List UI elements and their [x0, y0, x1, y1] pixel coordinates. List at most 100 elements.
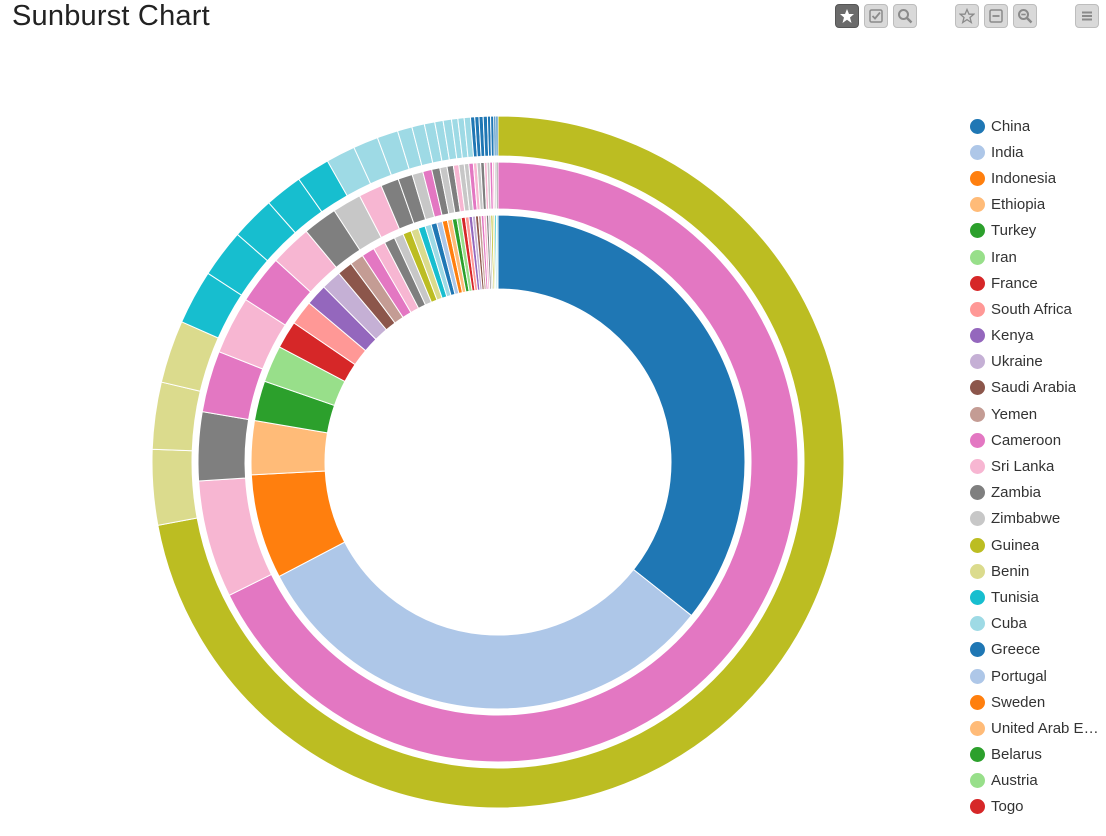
sunburst-segment[interactable]: Zambia: [197, 411, 250, 482]
legend-marker: [970, 485, 985, 501]
sunburst-segment[interactable]: Other: [495, 214, 499, 290]
sunburst-segment[interactable]: Benin: [151, 448, 198, 526]
zoom-out-button[interactable]: [1013, 4, 1037, 28]
legend-marker: [970, 170, 985, 186]
legend-label: Cuba: [991, 615, 1027, 633]
legend-item[interactable]: Togo: [970, 794, 1106, 820]
legend-marker: [970, 223, 985, 239]
legend-marker: [970, 197, 985, 213]
star-outline-icon: [959, 8, 975, 24]
legend: China India Indonesia Ethiopia Turkey Iran Fra…: [970, 113, 1106, 820]
legend-item[interactable]: Saudi Arabia: [970, 375, 1106, 401]
legend-item[interactable]: Greece: [970, 637, 1106, 663]
legend-item[interactable]: Zimbabwe: [970, 506, 1106, 532]
legend-item[interactable]: Turkey: [970, 218, 1106, 244]
sunburst-segment[interactable]: India: [278, 541, 693, 710]
legend-item[interactable]: Belarus: [970, 742, 1106, 768]
legend-marker: [970, 511, 985, 527]
legend-item[interactable]: Portugal: [970, 663, 1106, 689]
legend-label: Austria: [991, 772, 1038, 790]
legend-item[interactable]: Ethiopia: [970, 192, 1106, 218]
legend-marker: [970, 380, 985, 396]
legend-label: India: [991, 143, 1024, 161]
legend-marker: [970, 301, 985, 317]
legend-item[interactable]: Cuba: [970, 611, 1106, 637]
sunburst-segment[interactable]: Zambia: [495, 161, 499, 210]
legend-item[interactable]: Zambia: [970, 480, 1106, 506]
legend-label: Sweden: [991, 693, 1046, 711]
toolbar-group-select: [835, 4, 917, 30]
collapse-button[interactable]: [984, 4, 1008, 28]
menu-button[interactable]: [1075, 4, 1099, 28]
sunburst-segment[interactable]: Guinea: [157, 115, 845, 809]
sunburst-segment[interactable]: Greece: [495, 115, 499, 157]
legend-marker: [970, 563, 985, 579]
legend-label: Belarus: [991, 746, 1042, 764]
legend-marker: [970, 459, 985, 475]
legend-label: Cameroon: [991, 431, 1062, 449]
search-icon: [898, 9, 913, 24]
star-icon: [840, 9, 854, 23]
legend-item[interactable]: Tunisia: [970, 584, 1106, 610]
toolbar-group-view: [955, 4, 1037, 30]
minus-box-icon: [989, 9, 1003, 23]
sunburst-segment[interactable]: Cameroon: [228, 161, 799, 763]
legend-item[interactable]: Yemen: [970, 401, 1106, 427]
legend-label: France: [991, 274, 1038, 292]
legend-label: Kenya: [991, 327, 1034, 345]
legend-marker: [970, 616, 985, 632]
favorite-button[interactable]: [955, 4, 979, 28]
legend-item[interactable]: Austria: [970, 768, 1106, 794]
legend-marker: [970, 642, 985, 658]
zoom-out-icon: [1018, 9, 1033, 24]
legend-item[interactable]: France: [970, 270, 1106, 296]
legend-marker: [970, 589, 985, 605]
legend-marker: [970, 668, 985, 684]
legend-label: Yemen: [991, 405, 1038, 423]
sunburst-segment[interactable]: Benin: [151, 381, 201, 452]
legend-item[interactable]: South Africa: [970, 296, 1106, 322]
ring-level-1: GuineaBeninBeninBeninTunisiaTunisiaTunis…: [151, 115, 845, 809]
legend-item[interactable]: Benin: [970, 558, 1106, 584]
legend-label: Ukraine: [991, 353, 1043, 371]
legend-marker: [970, 328, 985, 344]
check-button[interactable]: [864, 4, 888, 28]
legend-item[interactable]: India: [970, 139, 1106, 165]
legend-item[interactable]: United Arab Em...: [970, 715, 1106, 741]
legend-label: Ethiopia: [991, 196, 1046, 214]
legend-label: United Arab Em...: [991, 719, 1106, 737]
legend-label: Togo: [991, 798, 1024, 816]
legend-label: Benin: [991, 562, 1030, 580]
legend-marker: [970, 537, 985, 553]
legend-label: Portugal: [991, 667, 1047, 685]
legend-item[interactable]: Iran: [970, 244, 1106, 270]
toolbar-group-menu: [1075, 4, 1099, 30]
legend-label: Indonesia: [991, 169, 1057, 187]
search-button[interactable]: [893, 4, 917, 28]
legend-item[interactable]: Sri Lanka: [970, 453, 1106, 479]
legend-item[interactable]: Cameroon: [970, 427, 1106, 453]
legend-marker: [970, 406, 985, 422]
legend-marker: [970, 694, 985, 710]
legend-marker: [970, 432, 985, 448]
ring-level-3: ChinaIndiaIndonesiaEthiopiaTurkeyIranFra…: [250, 214, 746, 710]
legend-item[interactable]: Ukraine: [970, 349, 1106, 375]
star-button[interactable]: [835, 4, 859, 28]
legend-marker: [970, 354, 985, 370]
sunburst-segment[interactable]: China: [497, 214, 746, 617]
legend-label: Saudi Arabia: [991, 379, 1077, 397]
check-icon: [869, 9, 883, 23]
legend-label: Tunisia: [991, 588, 1039, 606]
legend-item[interactable]: Sweden: [970, 689, 1106, 715]
legend-marker: [970, 747, 985, 763]
legend-item[interactable]: China: [970, 113, 1106, 139]
legend-label: Zimbabwe: [991, 510, 1061, 528]
legend-item[interactable]: Indonesia: [970, 165, 1106, 191]
legend-label: Turkey: [991, 222, 1037, 240]
menu-icon: [1082, 11, 1092, 21]
legend-label: Greece: [991, 641, 1041, 659]
legend-item[interactable]: Guinea: [970, 532, 1106, 558]
legend-label: Sri Lanka: [991, 458, 1055, 476]
legend-item[interactable]: Kenya: [970, 323, 1106, 349]
